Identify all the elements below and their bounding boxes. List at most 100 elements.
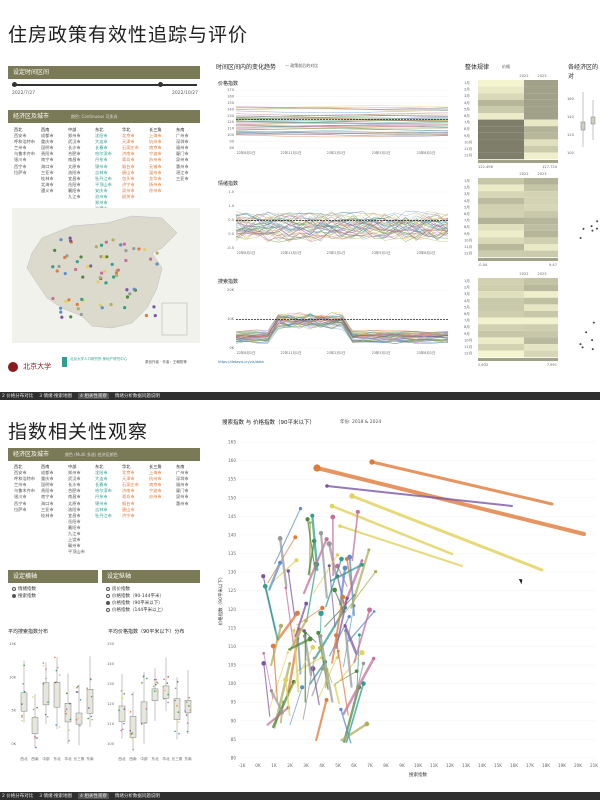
region-header[interactable]: 东北 bbox=[95, 127, 104, 132]
city-item[interactable]: 哈尔滨市 bbox=[95, 151, 112, 157]
city-item[interactable]: 苏州市 bbox=[149, 157, 162, 163]
radio-button[interactable] bbox=[12, 593, 16, 598]
city-item[interactable]: 拉萨市 bbox=[14, 169, 27, 175]
region-col-3[interactable]: 东北 沈阳市 大连市 长春市 哈尔滨市 丹东市 锦州市 吉林市 牡丹江市 bbox=[95, 464, 112, 519]
city-item[interactable]: 三亚市 bbox=[176, 175, 189, 181]
city-item[interactable]: 福州市 bbox=[176, 482, 189, 488]
city-item[interactable]: 沈阳市 bbox=[95, 470, 108, 476]
city-item[interactable]: 丹东市 bbox=[95, 157, 108, 163]
city-item[interactable]: 昆明市 bbox=[41, 482, 54, 488]
city-item[interactable]: 海口市 bbox=[41, 500, 54, 506]
city-item[interactable]: 南昌市 bbox=[68, 494, 81, 500]
city-item[interactable]: 韶关市 bbox=[122, 194, 135, 200]
region-header[interactable]: 华北 bbox=[122, 464, 131, 469]
region-col-2[interactable]: 中部 郑州市 武汉市 长沙市 合肥市 南昌市 太原市 洛阳市 宜昌市 岳阳市 襄… bbox=[68, 127, 81, 200]
city-item[interactable]: 包头市 bbox=[122, 175, 135, 181]
city-item[interactable]: 三亚市 bbox=[41, 506, 54, 512]
city-item[interactable]: 平顶山市 bbox=[95, 181, 112, 187]
city-item[interactable]: 合肥市 bbox=[68, 151, 81, 157]
city-item[interactable]: 三亚市 bbox=[41, 169, 54, 175]
city-item[interactable]: 成都市 bbox=[41, 133, 54, 139]
city-item[interactable]: 泉州市 bbox=[122, 187, 135, 193]
city-item[interactable]: 丹东市 bbox=[95, 494, 108, 500]
city-item[interactable]: 济宁市 bbox=[122, 181, 135, 187]
tab-price[interactable]: 2 价格分布对比 bbox=[2, 394, 34, 399]
radio-button[interactable] bbox=[106, 607, 110, 612]
city-item[interactable]: 上海市 bbox=[149, 470, 162, 476]
city-item[interactable]: 岳阳市 bbox=[68, 518, 81, 524]
city-item[interactable]: 宜昌市 bbox=[68, 175, 81, 181]
city-item[interactable]: 天津市 bbox=[122, 476, 135, 482]
city-item[interactable]: 北京市 bbox=[122, 133, 135, 139]
city-item[interactable]: 洛阳市 bbox=[68, 169, 81, 175]
tab-notes-b[interactable]: 情绪分析数据问题说明 bbox=[114, 794, 160, 799]
city-item[interactable]: 青岛市 bbox=[122, 157, 135, 163]
city-item[interactable]: 乌鲁木齐市 bbox=[14, 151, 35, 157]
city-item[interactable]: 唐山市 bbox=[122, 169, 135, 175]
city-item[interactable]: 扬州市 bbox=[149, 181, 162, 187]
slider-handle-end[interactable] bbox=[158, 82, 163, 87]
city-item[interactable]: 杭州市 bbox=[149, 476, 162, 482]
city-item[interactable]: 福州市 bbox=[176, 145, 189, 151]
overall-heatmaps[interactable]: 2022 20231月2月3月4月5月6月7月8月9月10月11月12月122.4… bbox=[462, 72, 558, 372]
region-header[interactable]: 中部 bbox=[68, 464, 77, 469]
city-item[interactable]: 银川市 bbox=[14, 157, 27, 163]
city-item[interactable]: 广州市 bbox=[176, 133, 189, 139]
city-item[interactable]: 石家庄市 bbox=[122, 145, 139, 151]
city-item[interactable]: 昆明市 bbox=[41, 145, 54, 151]
city-item[interactable]: 徐州市 bbox=[149, 187, 162, 193]
region-header[interactable]: 西南 bbox=[41, 127, 50, 132]
city-item[interactable]: 遵义市 bbox=[41, 187, 54, 193]
city-item[interactable]: 北京市 bbox=[122, 470, 135, 476]
city-item[interactable]: 惠州市 bbox=[176, 500, 189, 506]
tab-map[interactable]: 3 情绪·搜索地图 bbox=[39, 394, 73, 399]
region-header[interactable]: 华北 bbox=[122, 127, 131, 132]
city-item[interactable]: 洛阳市 bbox=[68, 506, 81, 512]
date-slider[interactable] bbox=[12, 84, 197, 86]
tab-correlation[interactable]: 4 相关性观察 bbox=[78, 393, 109, 399]
region-col-4[interactable]: 华北 北京市 天津市 石家庄市 济南市 青岛市 烟台市 唐山市 包头市 济宁市 … bbox=[122, 127, 139, 200]
city-item[interactable]: 牡丹江市 bbox=[95, 175, 112, 181]
city-item[interactable]: 拉萨市 bbox=[14, 506, 27, 512]
city-item[interactable]: 乌鲁木齐市 bbox=[14, 488, 35, 494]
region-header[interactable]: 中部 bbox=[68, 127, 77, 132]
radio-button[interactable] bbox=[106, 593, 110, 598]
city-item[interactable]: 襄阳市 bbox=[68, 187, 81, 193]
city-item[interactable]: 呼和浩特市 bbox=[14, 139, 35, 145]
city-item[interactable]: 泉州市 bbox=[176, 157, 189, 163]
city-item[interactable]: 苏州市 bbox=[149, 494, 162, 500]
city-item[interactable]: 唐山市 bbox=[122, 506, 135, 512]
region-header[interactable]: 长三角 bbox=[149, 464, 162, 469]
region-col-1[interactable]: 西南 成都市 重庆市 昆明市 贵阳市 南宁市 海口市 三亚市 桂林市 北海市 遵… bbox=[41, 127, 54, 194]
city-item[interactable]: 济南市 bbox=[122, 488, 135, 494]
region-header[interactable]: 西北 bbox=[14, 464, 23, 469]
city-item[interactable]: 深圳市 bbox=[176, 139, 189, 145]
city-item[interactable]: 安庆市 bbox=[95, 187, 108, 193]
city-item[interactable]: 宁波市 bbox=[149, 151, 162, 157]
region-header[interactable]: 长三角 bbox=[149, 127, 162, 132]
city-item[interactable]: 宜昌市 bbox=[68, 512, 81, 518]
city-item[interactable]: 烟台市 bbox=[122, 500, 135, 506]
city-item[interactable]: 牡丹江市 bbox=[95, 512, 112, 518]
tab-notes[interactable]: 情绪分析数据问题说明 bbox=[114, 394, 160, 399]
radio-option[interactable]: 情绪指数 bbox=[12, 586, 36, 593]
city-item[interactable]: 锦州市 bbox=[95, 500, 108, 506]
city-item[interactable]: 上海市 bbox=[149, 133, 162, 139]
x-axis-options[interactable]: 情绪指数 搜索指数 bbox=[12, 586, 36, 600]
city-item[interactable]: 南京市 bbox=[149, 145, 162, 151]
city-item[interactable]: 重庆市 bbox=[41, 476, 54, 482]
city-item[interactable]: 长春市 bbox=[95, 145, 108, 151]
region-col-3[interactable]: 东北 沈阳市 大连市 长春市 哈尔滨市 丹东市 锦州市 吉林市 牡丹江市 平顶山… bbox=[95, 127, 112, 218]
city-item[interactable]: 襄阳市 bbox=[68, 524, 81, 530]
city-item[interactable]: 贵阳市 bbox=[41, 488, 54, 494]
city-item[interactable]: 石家庄市 bbox=[122, 482, 139, 488]
city-item[interactable]: 郑州市 bbox=[68, 133, 81, 139]
city-item[interactable]: 吉林市 bbox=[95, 169, 108, 175]
econ-region-boxplots[interactable]: 160 140 120 100 bbox=[565, 72, 600, 372]
radio-option[interactable]: 价格指数（90-144平米） bbox=[106, 593, 166, 600]
city-item[interactable]: 杭州市 bbox=[149, 139, 162, 145]
slider-handle-start[interactable] bbox=[12, 82, 17, 87]
city-item[interactable]: 桂林市 bbox=[41, 512, 54, 518]
city-item[interactable]: 长春市 bbox=[95, 482, 108, 488]
